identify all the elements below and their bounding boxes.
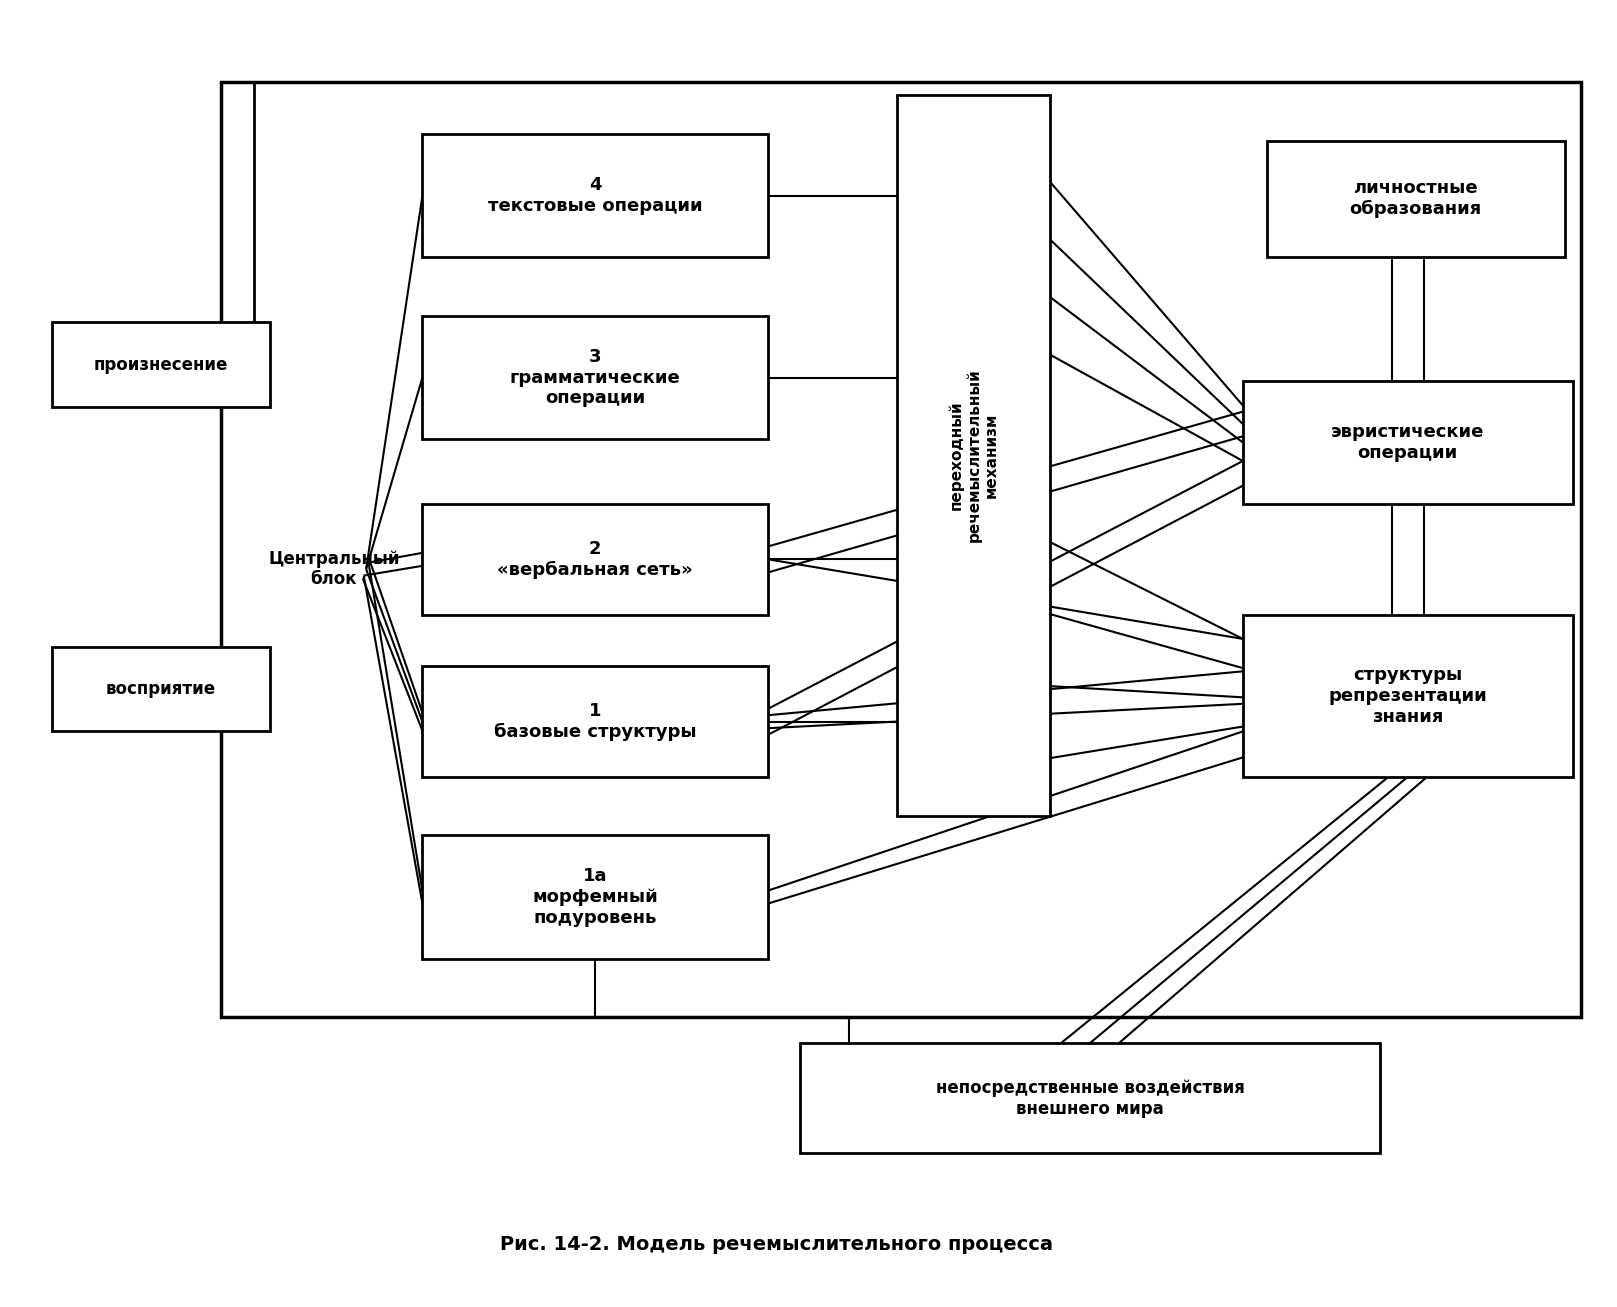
Text: Рис. 14-2. Модель речемыслительного процесса: Рис. 14-2. Модель речемыслительного проц… xyxy=(500,1235,1053,1253)
FancyBboxPatch shape xyxy=(422,667,768,776)
Text: 4
текстовые операции: 4 текстовые операции xyxy=(488,176,703,216)
FancyBboxPatch shape xyxy=(1243,614,1573,776)
FancyBboxPatch shape xyxy=(52,647,270,732)
Text: 3
грамматические
операции: 3 грамматические операции xyxy=(509,348,681,408)
FancyBboxPatch shape xyxy=(422,505,768,614)
Text: непосредственные воздействия
внешнего мира: непосредственные воздействия внешнего ми… xyxy=(936,1078,1245,1117)
FancyBboxPatch shape xyxy=(1268,141,1565,257)
FancyBboxPatch shape xyxy=(897,95,1049,816)
FancyBboxPatch shape xyxy=(800,1043,1379,1154)
Text: переходный
речемыслительный
механизм: переходный речемыслительный механизм xyxy=(948,369,999,542)
Text: 1а
морфемный
подуровень: 1а морфемный подуровень xyxy=(532,868,658,927)
FancyBboxPatch shape xyxy=(222,82,1581,1017)
Text: 2
«вербальная сеть»: 2 «вербальная сеть» xyxy=(498,540,694,579)
Text: эвристические
операции: эвристические операции xyxy=(1331,423,1484,461)
Text: структуры
репрезентации
знания: структуры репрезентации знания xyxy=(1328,665,1488,725)
Text: произнесение: произнесение xyxy=(94,356,228,374)
Text: восприятие: восприятие xyxy=(107,680,217,698)
FancyBboxPatch shape xyxy=(422,135,768,257)
FancyBboxPatch shape xyxy=(422,316,768,439)
FancyBboxPatch shape xyxy=(422,835,768,959)
Text: 1
базовые структуры: 1 базовые структуры xyxy=(495,702,697,741)
Text: личностные
образования: личностные образования xyxy=(1350,179,1481,218)
FancyBboxPatch shape xyxy=(1243,380,1573,505)
FancyBboxPatch shape xyxy=(52,323,270,406)
Text: Центральный
блок: Центральный блок xyxy=(268,550,399,588)
